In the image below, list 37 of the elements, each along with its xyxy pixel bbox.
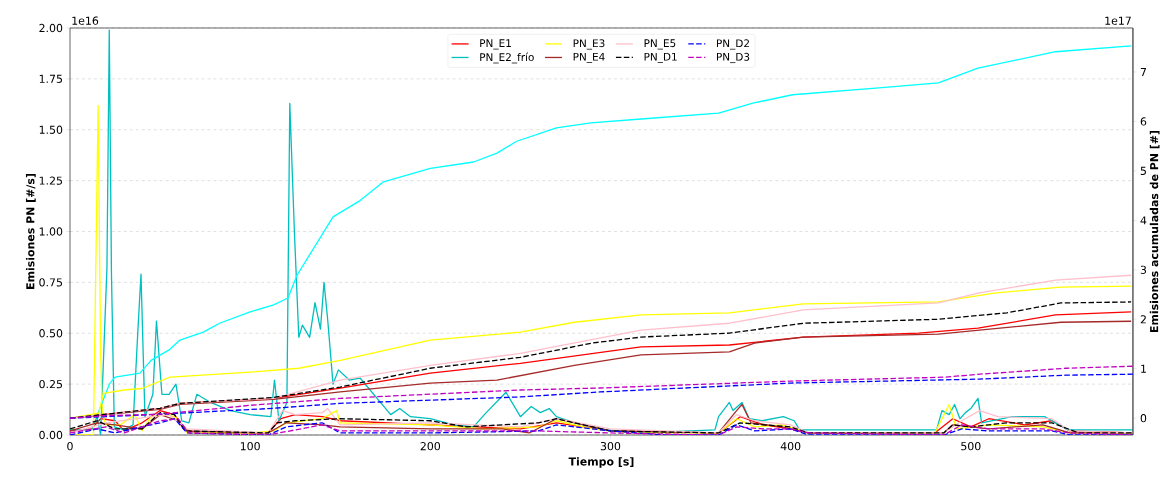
y-tick-label: 0.50 [39, 329, 63, 338]
x-tick-label: 100 [240, 442, 260, 451]
y2-tick-label: 7 [1140, 68, 1146, 76]
legend-label: PN_D2 [716, 39, 749, 50]
legend-label: PN_E1 [480, 39, 511, 50]
x-tick-label: 400 [780, 442, 801, 451]
y-tick-label: 0.25 [39, 379, 63, 389]
y2-tick-label: 2 [1140, 315, 1146, 324]
y-axis-title: Emisiones PN [#/s] [25, 174, 36, 289]
x-axis-title: Tiempo [s] [568, 457, 634, 468]
legend-label: PN_E4 [573, 52, 605, 63]
y2-tick-label: 6 [1140, 117, 1147, 126]
legend-label: PN_D3 [716, 52, 750, 64]
y2-tick-label: 0 [1140, 414, 1147, 423]
y-tick-label: 1.25 [39, 176, 63, 185]
y-tick-label: 0.75 [39, 278, 63, 287]
legend-label: PN_E5 [644, 39, 676, 50]
legend-label: PN_E3 [573, 39, 605, 50]
y-tick-label: 0.00 [39, 430, 63, 440]
y-tick-label: 1.75 [39, 74, 63, 83]
x-tick-label: 500 [961, 442, 981, 451]
legend-label: PN_E2_frío [480, 52, 534, 64]
y2-tick-label: 3 [1140, 265, 1147, 274]
x-tick-label: 300 [600, 442, 621, 451]
text: 1e17 [1105, 16, 1131, 25]
x-tick-label: 200 [420, 442, 441, 451]
legend-label: PN_D1 [644, 52, 677, 63]
y2-axis-title: Emisiones acumuladas de PN [#] [1149, 130, 1160, 332]
y2-tick-label: 4 [1140, 216, 1147, 225]
x-tick-label: 0 [67, 442, 73, 451]
y2-tick-label: 1 [1141, 364, 1146, 373]
line-series [70, 418, 1133, 435]
y-tick-label: 1.50 [39, 125, 63, 134]
y2-tick-label: 5 [1140, 166, 1146, 175]
y-tick-label: 1.00 [39, 227, 63, 236]
text: 1e16 [72, 16, 99, 25]
y-tick-label: 2.00 [39, 23, 63, 33]
